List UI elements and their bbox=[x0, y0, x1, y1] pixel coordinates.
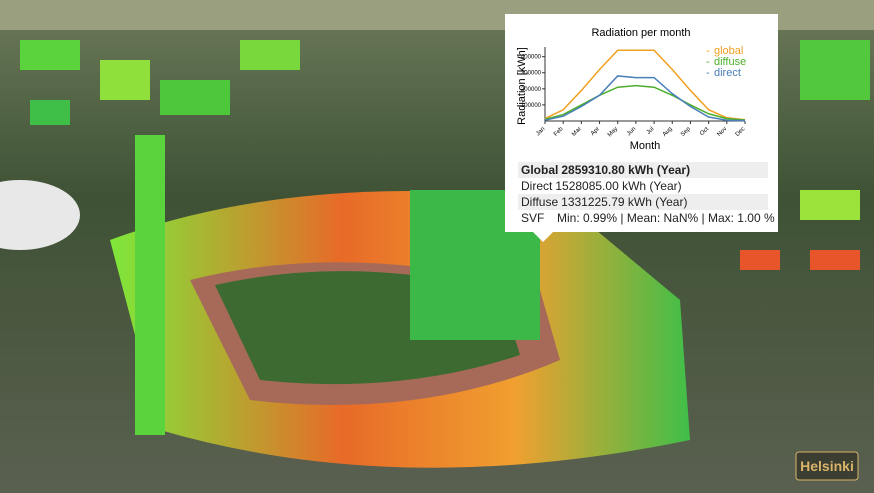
series-line bbox=[544, 75, 746, 122]
popup-row-value: 1528085.00 kWh (Year) bbox=[555, 179, 681, 193]
popup-row-bg bbox=[518, 210, 768, 226]
y-tick-label: 200000 bbox=[521, 87, 542, 93]
y-tick-label: 400000 bbox=[521, 55, 542, 61]
stadium bbox=[110, 135, 690, 468]
x-tick-label: Dec bbox=[735, 126, 747, 138]
x-tick-label: Oct bbox=[699, 126, 710, 137]
y-axis-label: Radiation [kWh] bbox=[516, 47, 528, 125]
popup-row-label: Global bbox=[521, 163, 558, 177]
x-tick-label: Jul bbox=[646, 126, 656, 136]
popup-table: Global 2859310.80 kWh (Year) Direct 1528085… bbox=[518, 162, 775, 226]
popup-row-bg bbox=[518, 194, 768, 210]
x-tick-label: Aug bbox=[662, 126, 674, 138]
buildings bbox=[0, 40, 870, 270]
chart-title: Radiation per month bbox=[591, 27, 690, 39]
x-tick-label: Mar bbox=[571, 126, 583, 138]
popup-row-value: 2859310.80 kWh (Year) bbox=[561, 163, 690, 177]
legend-dash: - bbox=[706, 56, 710, 68]
popup-row-label: SVF bbox=[521, 211, 544, 225]
popup-row-bg bbox=[518, 162, 768, 178]
chart: Radiation per month 100000 200000 300000 400… bbox=[516, 27, 746, 152]
legend-dash: - bbox=[706, 45, 710, 57]
logo-text: Helsinki bbox=[800, 458, 854, 474]
logo-box bbox=[795, 451, 859, 481]
legend-entry: diffuse bbox=[714, 56, 746, 68]
y-tick-label: 100000 bbox=[521, 103, 542, 109]
popup-row-value: Min: 0.99% | Mean: NaN% | Max: 1.00 % bbox=[557, 211, 775, 225]
legend-entry: global bbox=[714, 45, 743, 57]
legend-entry: direct bbox=[714, 67, 741, 79]
y-tick-label: 300000 bbox=[521, 71, 542, 77]
legend-dash: - bbox=[706, 67, 710, 79]
popup-row-label: Direct bbox=[521, 179, 553, 193]
series-line bbox=[544, 49, 746, 121]
x-tick-label: Jan bbox=[535, 126, 546, 137]
x-tick-label: Apr bbox=[590, 126, 601, 137]
logo: Helsinki bbox=[795, 451, 859, 481]
x-tick-label: Nov bbox=[716, 126, 728, 138]
x-axis-label: Month bbox=[630, 140, 661, 152]
popup-row-bg bbox=[518, 178, 768, 194]
popup-tip bbox=[533, 232, 553, 242]
x-tick-label: Jun bbox=[626, 126, 637, 137]
popup-row-label: Diffuse bbox=[521, 195, 558, 209]
popup-row-value: 1331225.79 kWh (Year) bbox=[561, 195, 687, 209]
series-line bbox=[544, 84, 746, 121]
